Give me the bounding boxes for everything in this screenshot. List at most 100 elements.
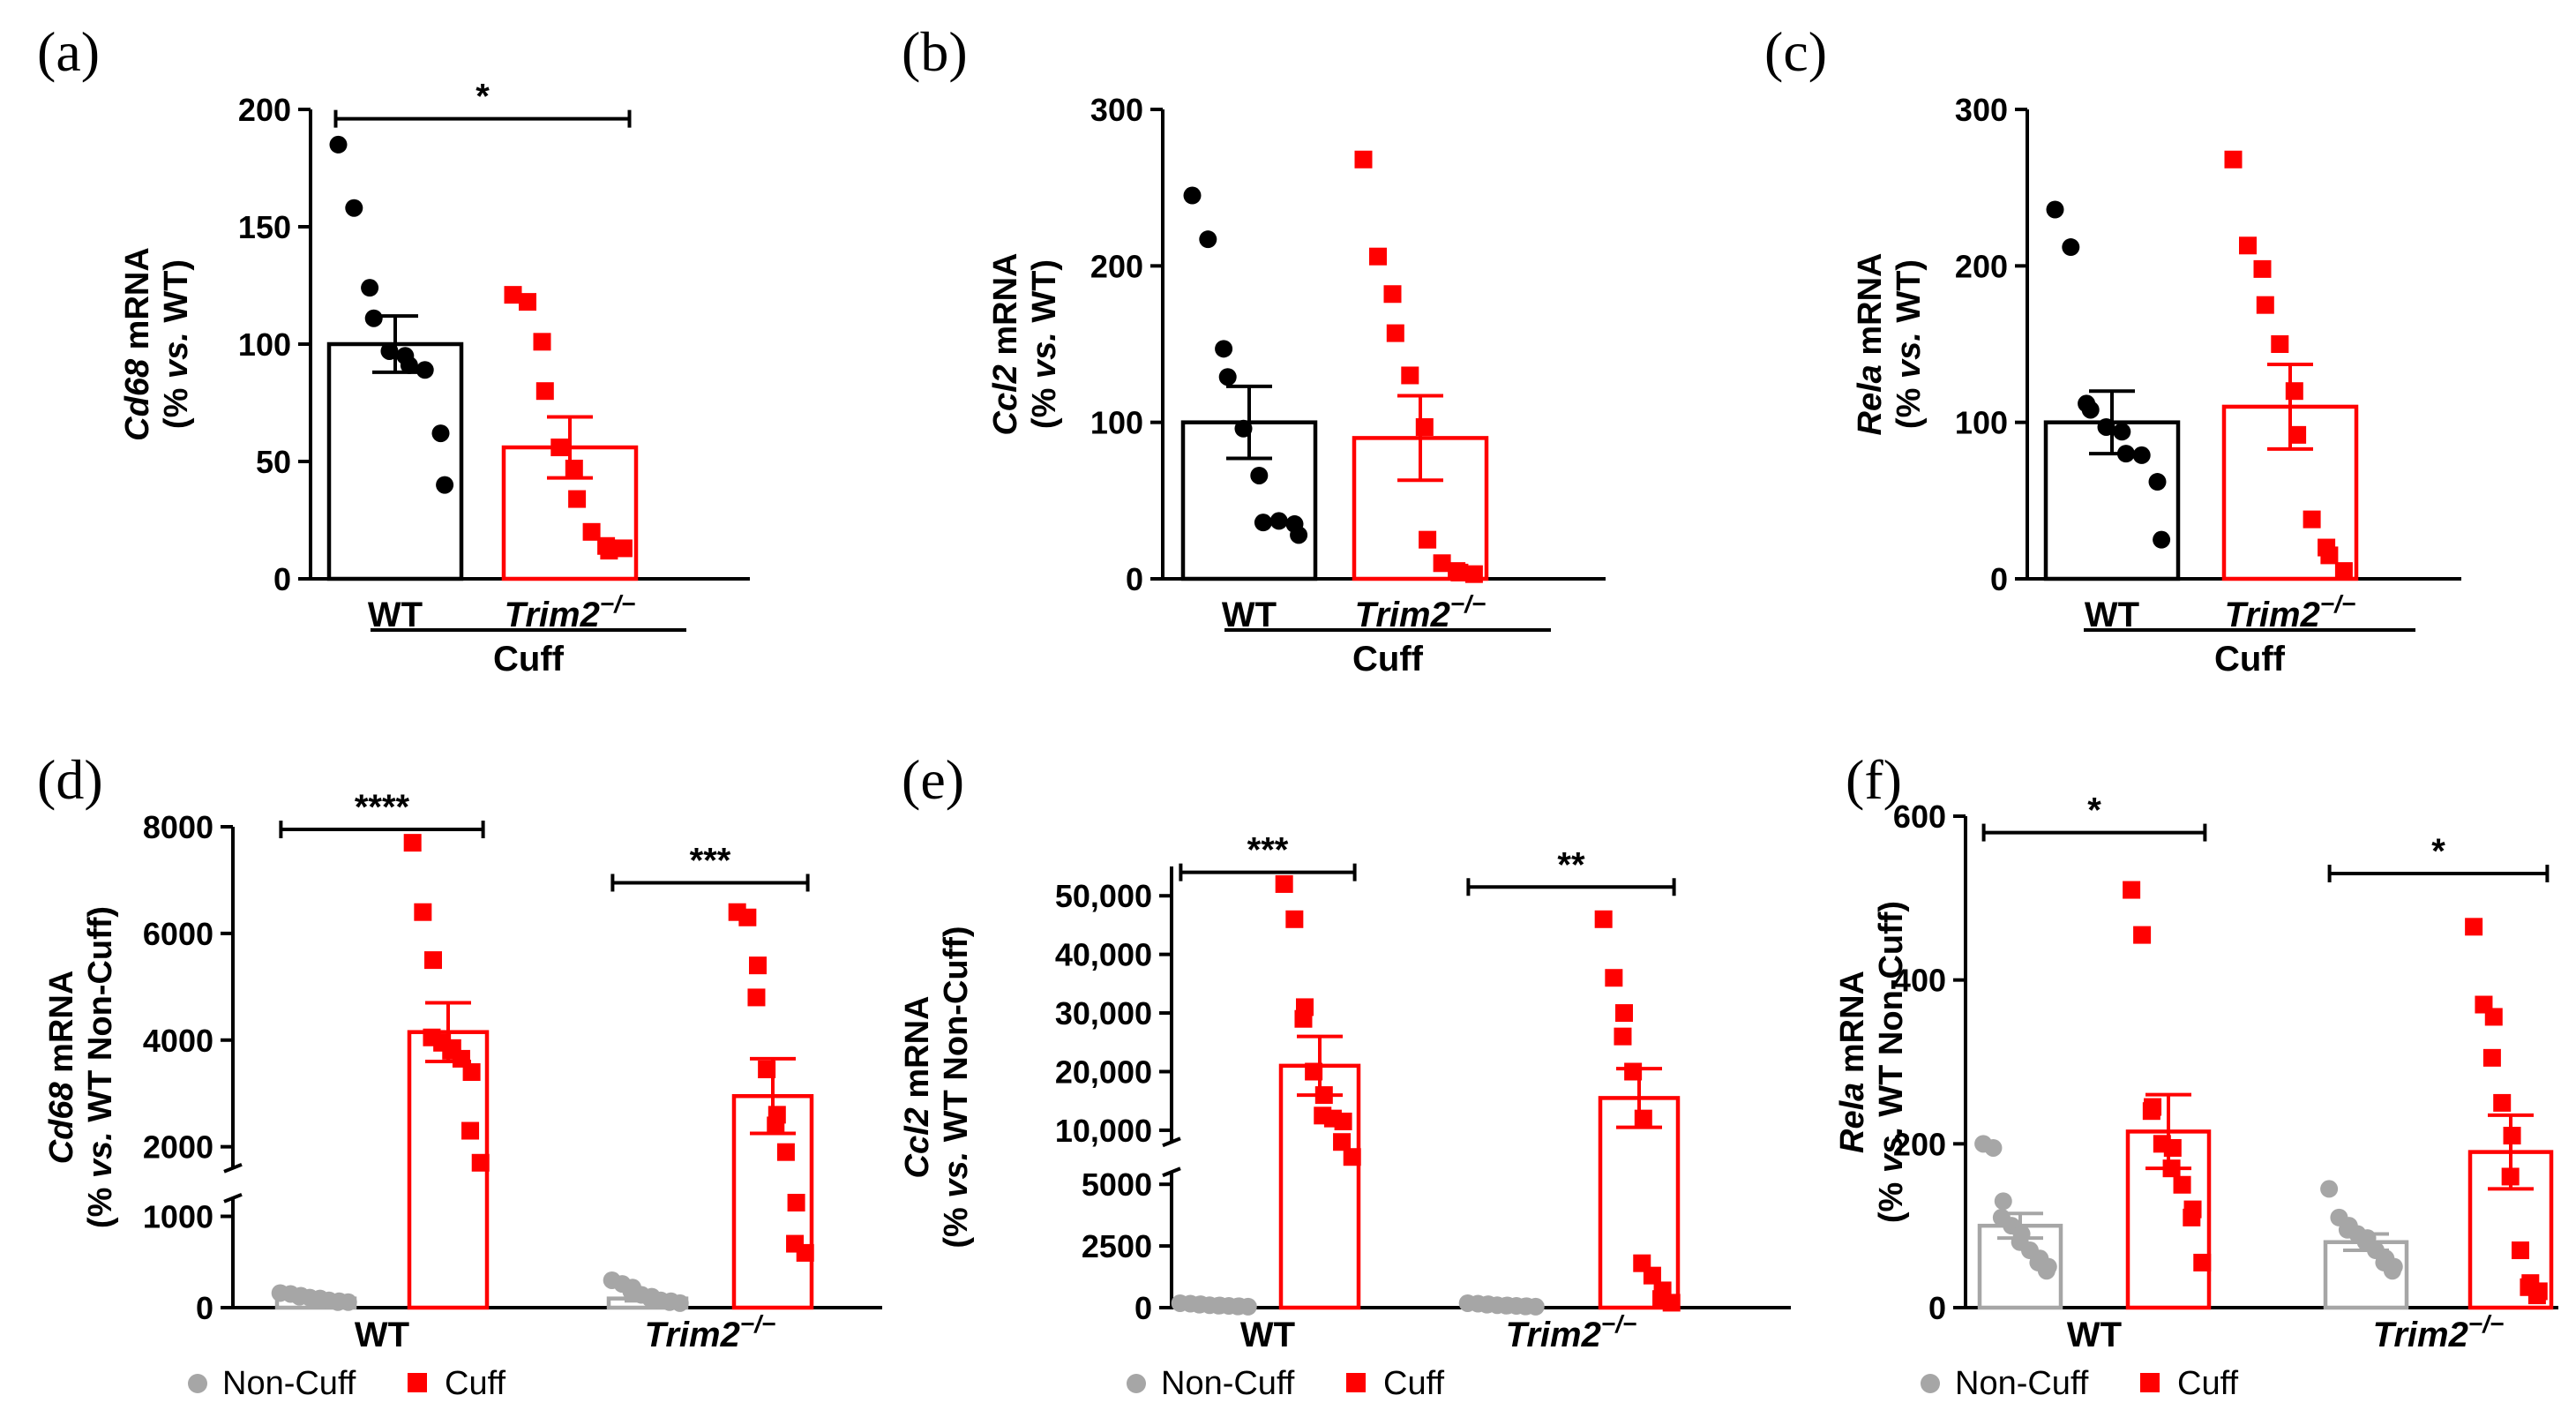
data-point — [582, 522, 601, 541]
y-axis-subtitle: (% vs. WT) — [1891, 259, 1928, 429]
data-point — [2183, 1208, 2201, 1226]
data-point — [535, 382, 554, 401]
data-point — [747, 988, 766, 1007]
data-point — [345, 199, 363, 217]
significance-label: **** — [355, 788, 410, 827]
y-axis-subtitle-part: vs. — [82, 1131, 119, 1178]
data-point — [1354, 150, 1373, 169]
y-tick-label: 100 — [1955, 405, 2008, 441]
data-point — [2383, 1262, 2401, 1280]
y-tick-label: 200 — [238, 92, 291, 128]
x-category-label: Trim2−/− — [2373, 1310, 2505, 1354]
data-point — [1254, 514, 1272, 532]
data-point — [2320, 1180, 2339, 1198]
y-tick-label: 10,000 — [1055, 1113, 1152, 1149]
data-point — [1605, 969, 1623, 987]
axis-break-mark — [1162, 1136, 1181, 1148]
panel-label: (c) — [1764, 20, 1827, 83]
data-point — [1334, 1112, 1352, 1130]
y-tick-label: 4000 — [143, 1023, 213, 1059]
data-point — [436, 476, 454, 494]
data-point — [364, 309, 383, 327]
y-axis-subtitle-part: (% — [82, 1178, 119, 1228]
y-axis-subtitle-part: vs. — [1026, 332, 1063, 379]
y-axis-subtitle: (% vs. WT) — [158, 259, 195, 429]
y-axis-title-part: Rela — [1852, 364, 1889, 435]
data-point — [2303, 510, 2321, 529]
data-point — [600, 542, 618, 560]
y-tick-label: 0 — [1990, 561, 2008, 597]
y-tick-label: 100 — [238, 326, 291, 363]
panel-label: (e) — [902, 748, 964, 811]
data-point — [2153, 530, 2171, 549]
y-tick-label: 0 — [1134, 1290, 1152, 1326]
significance-label: * — [476, 78, 490, 116]
y-axis-title: Cd68 mRNA — [119, 247, 156, 441]
significance-label: ** — [1557, 845, 1585, 884]
data-point — [471, 1153, 490, 1172]
legend-label: Non-Cuff — [1161, 1365, 1295, 1402]
x-category-superscript: −/− — [600, 590, 635, 618]
data-point — [2465, 918, 2483, 936]
data-point — [2482, 1048, 2501, 1067]
data-point — [1594, 910, 1613, 928]
y-axis-subtitle: (% vs. WT Non-Cuff) — [938, 926, 975, 1248]
data-point — [2148, 473, 2167, 491]
x-category-label: WT — [2085, 596, 2139, 634]
group-label: Cuff — [493, 640, 565, 679]
y-tick-label: 100 — [1090, 405, 1143, 441]
y-axis-subtitle-part: vs. — [1891, 332, 1928, 379]
y-tick-label: 8000 — [143, 809, 213, 845]
data-point — [424, 951, 443, 970]
data-point — [1615, 1004, 1634, 1023]
y-axis-subtitle: (% vs. WT) — [1026, 259, 1063, 429]
x-category-superscript: −/− — [2320, 590, 2355, 618]
x-category-label: Trim2−/− — [645, 1310, 776, 1354]
y-axis-title-part: mRNA — [1834, 971, 1871, 1083]
significance-label: *** — [1247, 831, 1289, 870]
data-point — [2271, 335, 2289, 353]
panel-label: (a) — [37, 20, 100, 83]
data-point — [1183, 186, 1202, 205]
y-axis-subtitle-part: (% — [158, 379, 195, 429]
data-point — [2484, 1008, 2503, 1026]
y-axis-title-part: mRNA — [1852, 253, 1889, 365]
y-axis-subtitle-part: (% — [938, 1198, 975, 1249]
axis-break-mark — [1162, 1166, 1181, 1178]
bar — [1598, 1096, 1681, 1310]
data-point — [787, 1194, 805, 1212]
data-point — [461, 1121, 480, 1140]
data-point — [2493, 1093, 2512, 1112]
y-tick-label: 20,000 — [1055, 1054, 1152, 1091]
y-tick-label: 2000 — [143, 1129, 213, 1166]
y-tick-label: 150 — [238, 209, 291, 245]
data-point — [1984, 1138, 2003, 1157]
data-point — [749, 956, 768, 975]
data-point — [1239, 1297, 1257, 1316]
legend-marker-noncuff — [188, 1374, 207, 1393]
x-category-superscript: −/− — [740, 1310, 775, 1338]
data-point — [1215, 340, 1233, 358]
y-axis-subtitle-part: (% — [1891, 379, 1928, 429]
data-point — [614, 539, 633, 558]
data-point — [796, 1243, 814, 1262]
y-tick-label: 40,000 — [1055, 937, 1152, 973]
x-category-label: Trim2−/− — [1355, 590, 1486, 634]
data-point — [2173, 1175, 2191, 1194]
data-point — [431, 424, 450, 443]
legend-marker-cuff — [1346, 1373, 1366, 1392]
data-point — [1250, 466, 1269, 484]
y-tick-label: 0 — [273, 561, 291, 597]
y-tick-label: 600 — [1893, 799, 1946, 835]
y-axis-title-part: Cd68 — [119, 358, 156, 441]
data-point — [416, 361, 434, 379]
data-point — [1634, 1109, 1652, 1128]
data-point — [2527, 1286, 2546, 1305]
data-point — [361, 279, 379, 297]
panel-c: (c) Rela mRNA(% vs. WT) 0 100 200 300 WT Trim2−… — [1764, 20, 2461, 679]
data-point — [2123, 881, 2141, 899]
data-point — [400, 356, 418, 374]
significance-label: * — [2431, 832, 2445, 871]
data-point — [1343, 1148, 1361, 1166]
